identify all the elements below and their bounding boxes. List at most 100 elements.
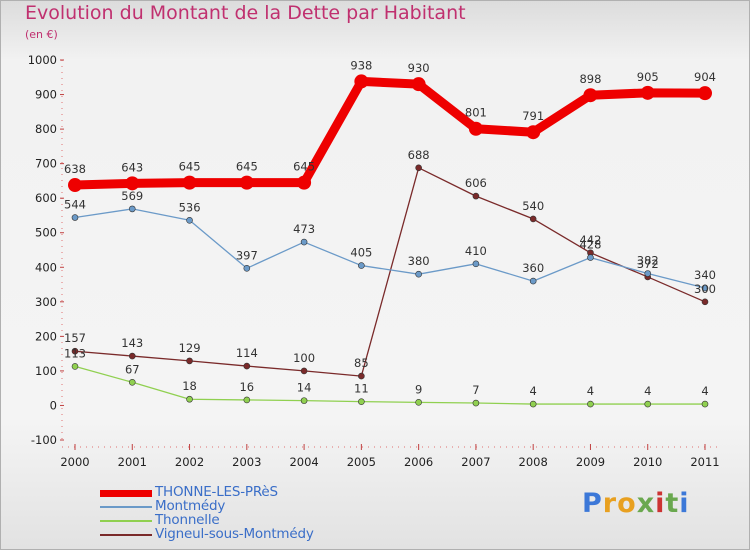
data-point: [243, 362, 251, 370]
data-label: 930: [408, 61, 430, 75]
x-tick-label: 2001: [118, 455, 147, 469]
data-point: [701, 400, 709, 408]
data-point: [411, 77, 426, 92]
data-point: [640, 85, 655, 100]
data-label: 4: [644, 384, 651, 398]
data-point: [701, 284, 709, 292]
legend-label: Thonnelle: [155, 512, 220, 528]
data-point: [186, 357, 193, 365]
legend-label: Montmédy: [155, 498, 226, 514]
data-label: 18: [182, 379, 197, 393]
data-point: [698, 86, 712, 101]
logo-letter: x: [636, 488, 656, 519]
data-label: 905: [637, 70, 659, 84]
data-label: 540: [522, 199, 544, 213]
data-point: [526, 125, 541, 140]
y-tick-label: 200: [35, 329, 57, 343]
legend-label: Vigneul-sous-Montmédy: [155, 526, 314, 542]
data-label: 898: [579, 72, 601, 86]
y-tick-label: 300: [35, 295, 57, 309]
x-tick-label: 2000: [60, 455, 89, 469]
data-label: 536: [179, 200, 201, 214]
logo-letter: t: [665, 488, 680, 519]
y-tick-label: 800: [35, 122, 57, 136]
data-label: 569: [121, 189, 143, 203]
data-label: 300: [694, 282, 716, 296]
data-label: 643: [121, 160, 143, 174]
data-point: [701, 298, 709, 306]
data-label: 645: [293, 160, 315, 174]
data-label: 645: [179, 160, 201, 174]
data-point: [186, 216, 193, 224]
data-point: [644, 400, 652, 408]
series-line-0: [70, 76, 710, 190]
data-label: 473: [293, 222, 315, 236]
logo-letter: i: [679, 488, 690, 519]
legend-swatch: [100, 520, 152, 522]
x-tick-label: 2009: [576, 455, 605, 469]
data-label: 113: [64, 346, 86, 360]
data-point: [300, 397, 308, 404]
data-point: [71, 363, 79, 370]
data-point: [644, 270, 652, 277]
series-line-2: [74, 365, 706, 405]
legend-swatch: [100, 506, 152, 508]
x-tick-label: 2005: [347, 455, 376, 469]
data-label: 638: [64, 162, 86, 176]
x-tick-label: 2010: [633, 455, 662, 469]
legend-swatch: [100, 489, 152, 497]
data-label: 410: [465, 244, 487, 258]
data-point: [358, 372, 365, 380]
data-point: [587, 400, 594, 408]
data-point: [529, 277, 537, 285]
data-label: 143: [121, 336, 143, 350]
data-point: [186, 395, 193, 403]
data-point: [68, 178, 82, 193]
data-label: 904: [694, 70, 716, 84]
data-label: 129: [179, 341, 201, 355]
data-label: 791: [522, 109, 544, 123]
data-label: 14: [297, 381, 312, 395]
chart-subtitle: (en €): [25, 28, 58, 41]
data-point: [472, 192, 480, 200]
y-tick-label: 400: [35, 260, 57, 274]
data-label: 938: [350, 58, 372, 72]
data-point: [128, 352, 136, 360]
proxiti-logo: Proxiti: [582, 488, 690, 519]
data-point: [297, 175, 312, 190]
data-label: 16: [239, 380, 254, 394]
y-tick-label: -100: [31, 433, 57, 447]
data-label: 360: [522, 261, 544, 275]
data-point: [415, 399, 422, 406]
x-tick-label: 2003: [232, 455, 261, 469]
logo-letter: i: [655, 488, 666, 519]
data-point: [128, 379, 136, 386]
data-label: 688: [408, 148, 430, 162]
y-tick-label: 700: [35, 157, 57, 171]
logo-letter: o: [617, 488, 637, 519]
legend-label: THONNE-LES-PRèS: [155, 484, 278, 500]
data-point: [71, 347, 79, 355]
data-point: [472, 260, 480, 268]
data-label: 67: [125, 362, 140, 376]
data-point: [128, 205, 136, 213]
data-label: 397: [236, 248, 258, 262]
data-point: [125, 176, 140, 191]
data-point: [239, 175, 254, 190]
series-line-1: [74, 208, 706, 289]
data-point: [358, 262, 365, 269]
data-point: [300, 367, 308, 375]
data-label: 405: [350, 246, 372, 260]
x-tick-label: 2002: [175, 455, 204, 469]
data-label: 645: [236, 160, 258, 174]
data-point: [583, 88, 598, 103]
y-tick-label: 600: [35, 191, 57, 205]
x-tick-label: 2004: [289, 455, 318, 469]
data-point: [529, 400, 537, 408]
data-label: 157: [64, 331, 86, 345]
data-label: 114: [236, 346, 258, 360]
data-label: 85: [354, 356, 369, 370]
data-point: [243, 265, 251, 272]
y-tick-label: 0: [50, 398, 57, 412]
logo-letter: P: [582, 488, 603, 519]
